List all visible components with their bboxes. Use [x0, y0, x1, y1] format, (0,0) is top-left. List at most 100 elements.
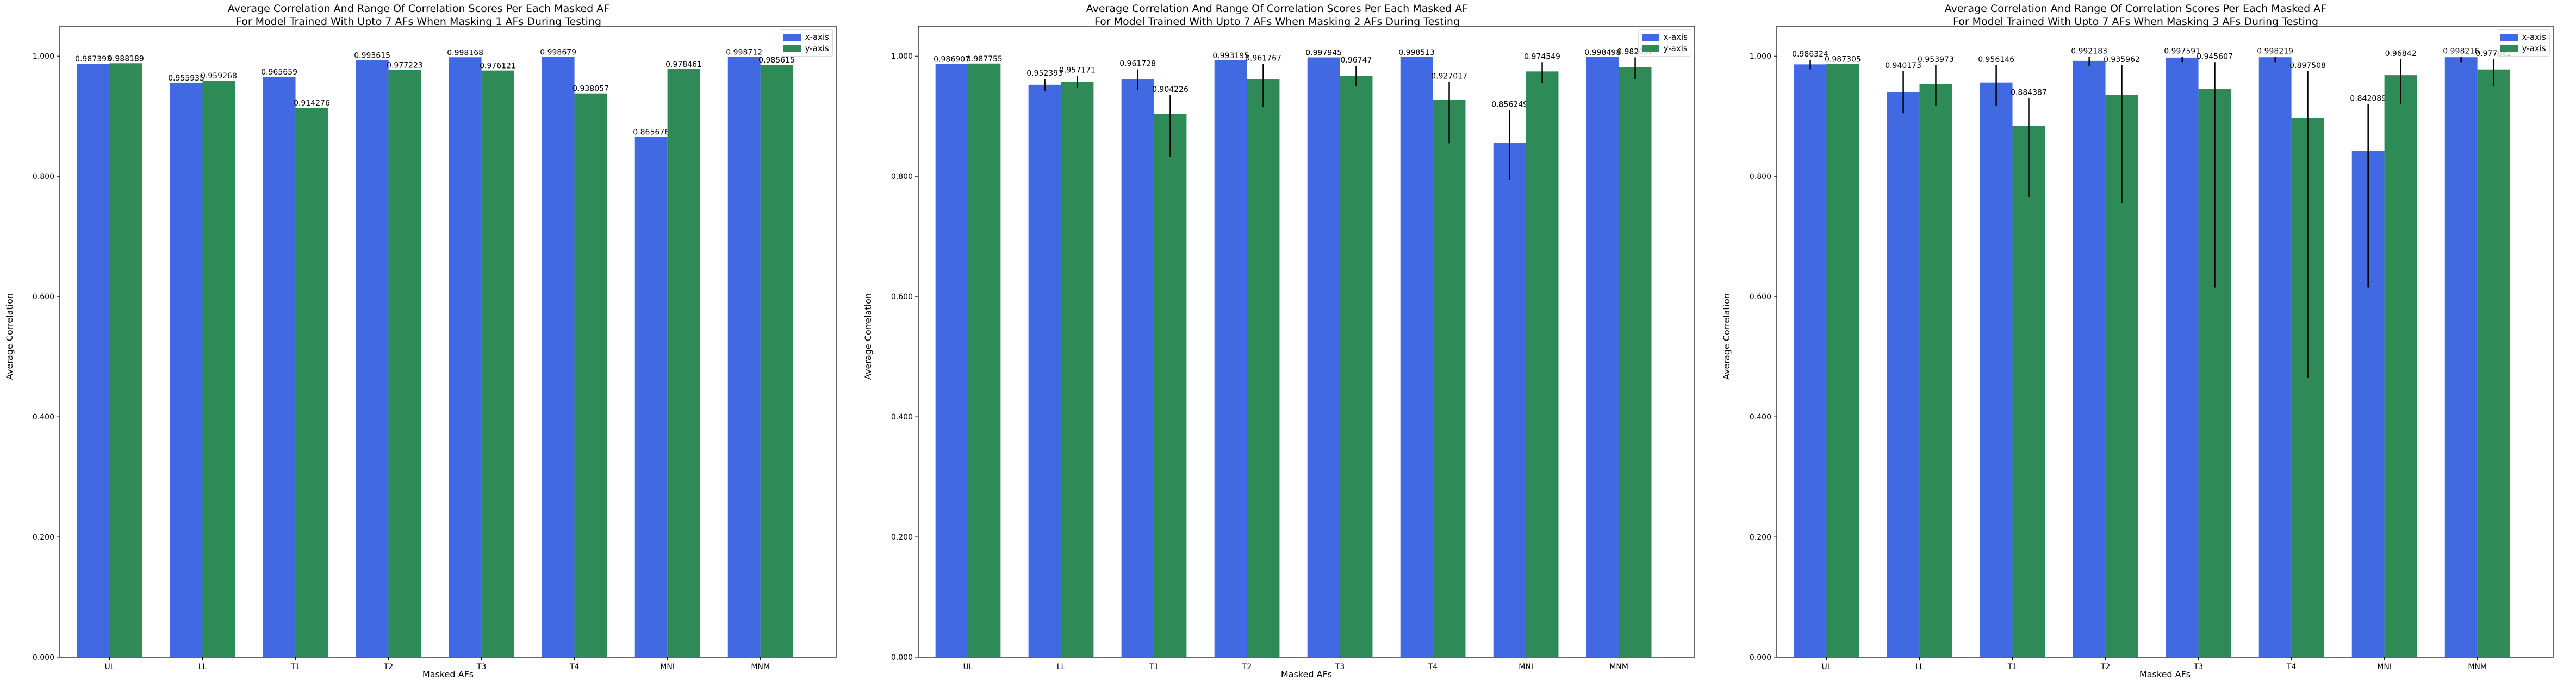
bar-value-label: 0.96747: [1341, 56, 1372, 65]
bar-x-axis-T2: [356, 60, 389, 658]
y-tick-label: 0.400: [33, 413, 54, 422]
chart-legend: x-axis y-axis: [779, 29, 833, 57]
x-axis-label: Masked AFs: [422, 669, 474, 679]
bar-x-axis-T2: [2073, 60, 2106, 657]
x-tick-label-MNM: MNM: [2468, 663, 2487, 671]
bar-value-label: 0.959268: [201, 72, 237, 81]
bar-y-axis-T4: [1433, 100, 1466, 657]
bar-value-label: 0.998679: [540, 48, 576, 57]
bar-value-label: 0.985615: [758, 56, 795, 65]
bar-x-axis-T3: [449, 57, 482, 658]
bar-x-axis-T3: [2166, 57, 2199, 658]
bar-x-axis-LL: [170, 82, 203, 657]
x-tick-label-MNM: MNM: [1609, 663, 1628, 671]
bar-y-axis-UL: [1826, 64, 1859, 657]
bar-y-axis-LL: [1061, 82, 1094, 657]
bar-value-label: 0.897508: [2289, 61, 2326, 70]
x-tick-label-UL: UL: [963, 663, 973, 671]
bar-value-label: 0.952393: [1026, 69, 1063, 78]
bar-value-label: 0.998513: [1398, 48, 1435, 57]
legend-entry: y-axis: [783, 43, 829, 54]
y-tick-label: 1.000: [33, 52, 54, 61]
bar-x-axis-MNM: [2444, 57, 2478, 658]
bar-y-axis-LL: [1919, 84, 1952, 658]
y-tick-label: 0.600: [33, 293, 54, 301]
bar-x-axis-UL: [935, 64, 968, 657]
x-tick-label-T3: T3: [2193, 663, 2203, 671]
x-tick-label-T4: T4: [1428, 663, 1438, 671]
x-tick-label-T1: T1: [290, 663, 300, 671]
bar-value-label: 0.856249: [1491, 101, 1528, 109]
x-tick-label-MNI: MNI: [2377, 663, 2392, 671]
bar-x-axis-T3: [1307, 57, 1340, 657]
y-tick-label: 0.400: [1750, 413, 1771, 422]
bar-value-label: 0.998216: [2443, 47, 2479, 55]
bar-x-axis-LL: [1887, 92, 1920, 658]
bar-y-axis-T1: [1154, 114, 1187, 658]
y-tick-label: 0.800: [33, 172, 54, 181]
x-axis-label: Masked AFs: [1280, 669, 1333, 679]
chart-title: Average Correlation And Range Of Correla…: [1717, 2, 2554, 28]
bar-y-axis-MNM: [1619, 67, 1652, 657]
legend-label: y-axis: [2522, 44, 2546, 53]
bar-value-label: 0.904226: [1152, 85, 1189, 94]
legend-entry: x-axis: [1641, 32, 1688, 43]
bar-y-axis-UL: [968, 63, 1001, 658]
axes-frame: [918, 26, 1695, 658]
bar-value-label: 0.986324: [1792, 50, 1828, 59]
bar-y-axis-T2: [388, 70, 421, 658]
x-tick-label-T4: T4: [2286, 663, 2297, 671]
bar-y-axis-MNM: [760, 65, 793, 657]
bar-x-axis-T4: [2258, 57, 2292, 657]
legend-entry: x-axis: [783, 32, 829, 43]
bar-value-label: 0.842089: [2350, 95, 2386, 103]
x-tick-label-T3: T3: [1335, 663, 1345, 671]
bar-y-axis-T2: [1247, 79, 1280, 658]
bar-x-axis-T4: [1400, 57, 1433, 658]
y-tick-label: 0.000: [891, 653, 913, 662]
y-tick-label: 1.000: [1750, 52, 1771, 61]
legend-swatch: [2500, 45, 2518, 52]
legend-label: x-axis: [2522, 32, 2546, 42]
bar-value-label: 0.956146: [1978, 55, 2014, 64]
bar-value-label: 0.993195: [1212, 52, 1249, 60]
x-tick-label-MNM: MNM: [751, 663, 770, 671]
legend-label: x-axis: [1663, 32, 1688, 42]
y-axis-label: Average Correlation: [4, 293, 15, 380]
bar-y-axis-MNI: [1526, 71, 1559, 658]
y-tick-label: 0.400: [891, 413, 913, 422]
x-tick-label-T2: T2: [2100, 663, 2110, 671]
bar-value-label: 0.96842: [2385, 50, 2417, 58]
x-tick-label-MNI: MNI: [660, 663, 675, 671]
legend-entry: y-axis: [1641, 43, 1688, 54]
bar-y-axis-T1: [295, 107, 328, 658]
bar-x-axis-T1: [1980, 82, 2013, 658]
legend-label: x-axis: [805, 32, 829, 42]
x-tick-label-LL: LL: [1057, 663, 1066, 671]
y-tick-label: 1.000: [891, 52, 913, 61]
y-tick-label: 0.000: [1750, 653, 1771, 662]
chart-title-line-1: Average Correlation And Range Of Correla…: [1086, 3, 1469, 15]
bar-value-label: 0.987755: [966, 55, 1003, 64]
bar-value-label: 0.955935: [168, 74, 204, 83]
chart-title-line-2: For Model Trained With Upto 7 AFs When M…: [235, 16, 602, 28]
x-tick-label-UL: UL: [104, 663, 114, 671]
bar-x-axis-T4: [542, 57, 575, 657]
y-tick-label: 0.200: [891, 533, 913, 542]
chart-legend: x-axis y-axis: [2496, 29, 2550, 57]
bar-value-label: 0.914276: [294, 99, 330, 108]
x-tick-label-T1: T1: [1149, 663, 1159, 671]
bar-y-axis-T1: [2012, 125, 2045, 657]
legend-entry: y-axis: [2500, 43, 2546, 54]
y-tick-label: 0.200: [1750, 533, 1771, 542]
legend-swatch: [2500, 34, 2518, 41]
bar-value-label: 0.927017: [1431, 72, 1467, 81]
bar-value-label: 0.974549: [1524, 52, 1560, 61]
legend-label: y-axis: [1663, 44, 1688, 53]
axes-frame: [1776, 26, 2554, 658]
bar-value-label: 0.987305: [1825, 55, 1861, 64]
bar-y-axis-MNI: [667, 69, 700, 657]
